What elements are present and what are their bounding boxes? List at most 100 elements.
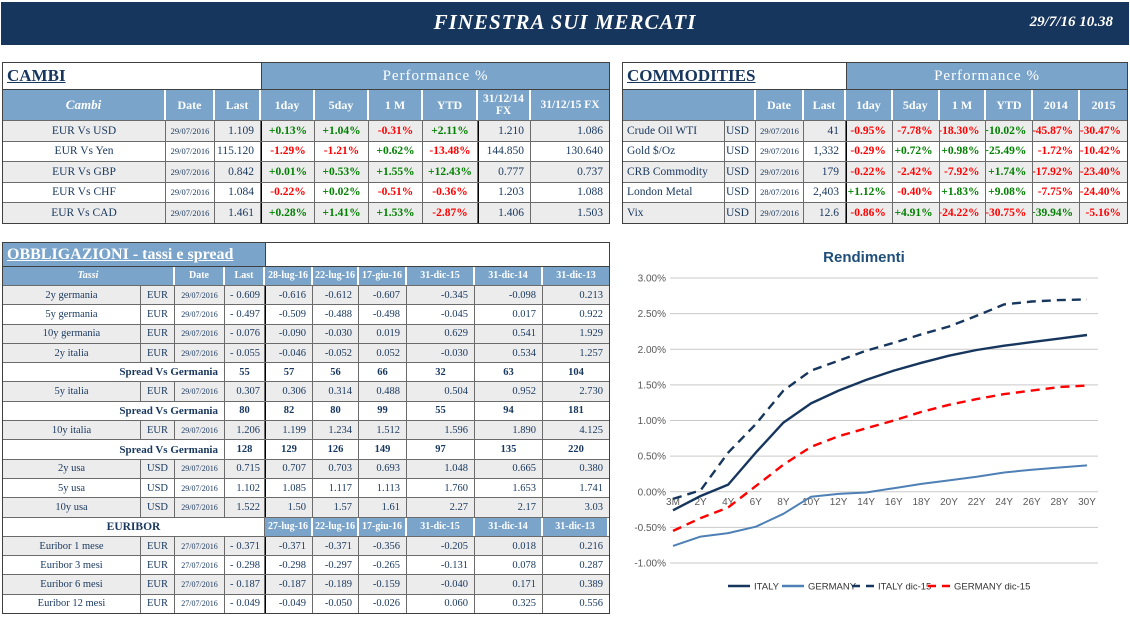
cell-history: 3.03 [584, 501, 603, 513]
column-header: 5day [892, 90, 940, 120]
cell-history: 0.665 [475, 459, 543, 478]
column-header: 31-dic-13 [543, 267, 609, 285]
cambi-title-cell: CAMBI [3, 63, 261, 89]
cell-date: 29/07/2016 [175, 459, 225, 478]
x-tick-label: 16Y [885, 497, 903, 508]
last-value: 0.715 [236, 463, 260, 475]
cell-last: -0.298 [225, 556, 265, 575]
header-banner: FINESTRA SUI MERCATI 29/7/16 10.38 [1, 2, 1129, 45]
cell-history: -0.356 [359, 536, 407, 556]
x-tick-label: 26Y [1023, 497, 1041, 508]
cell-fx14: 1.210 [478, 121, 531, 141]
cell-perf: -45.87% [1033, 121, 1081, 141]
cell-perf: +12.43% [423, 162, 478, 182]
cell-rate-name: Euribor 3 mesi [3, 556, 141, 575]
cell-history: 1.57 [313, 498, 359, 517]
cell-currency: USD [725, 141, 756, 161]
cell-last: 1.461 [215, 203, 261, 223]
cell-last: -0.609 [225, 286, 265, 305]
cell-pair-name: EUR Vs Yen [3, 141, 166, 161]
cell-history: 1.113 [359, 478, 407, 498]
cell-history: -0.298 [265, 556, 313, 575]
column-header: 31/12/15 FX [531, 90, 609, 120]
last-sign: - [230, 559, 234, 571]
table-row: 5y italia EUR 29/07/2016 0.307 0.306 0.314 0.4… [3, 381, 609, 401]
column-header: YTD [986, 90, 1034, 120]
cell-history: 0.213 [579, 289, 603, 301]
cell-history: 0.171 [475, 575, 543, 594]
last-value: 1.102 [236, 482, 260, 494]
commodities-title-cell: COMMODITIES [623, 63, 846, 89]
cell-date: 29/07/2016 [166, 141, 215, 161]
cell-history: 1.760 [407, 478, 475, 498]
x-tick-label: 28Y [1051, 497, 1069, 508]
euribor-column-header: 31-dic-13 [543, 517, 609, 536]
cell-history: -0.265 [359, 556, 407, 575]
legend-label: ITALY dic-15 [878, 582, 931, 593]
cell-currency: EUR [141, 594, 175, 614]
cell-history: 0.922 [579, 308, 603, 320]
last-sign: - [230, 347, 234, 359]
cell-currency: USD [141, 459, 175, 478]
cell-history: 0.556 [579, 598, 603, 610]
column-header: 2015 [1080, 90, 1127, 120]
cell-spread-history: 82 [265, 401, 313, 421]
cell-history: -0.052 [313, 343, 359, 363]
cell-history: -0.049 [265, 594, 313, 614]
bonds-table: OBBLIGAZIONI - tassi e spread Tassi Date L… [2, 242, 610, 615]
y-tick-label: -1.00% [634, 559, 666, 570]
cell-perf: -30.75% [986, 203, 1034, 223]
cell-last: 1.206 [225, 421, 265, 440]
cell-spread-last: 55 [225, 363, 265, 382]
cell-perf: +0.02% [315, 182, 369, 202]
cell-rate-name: Euribor 6 mesi [3, 575, 141, 594]
cell-history: 1.929 [579, 328, 603, 340]
cambi-titlebar: CAMBI Performance % [3, 63, 609, 90]
cell-spread-history: 220 [568, 444, 584, 456]
cell-perf: -18.30% [940, 121, 987, 141]
cell-history: -0.612 [313, 286, 359, 305]
cell-perf: -24.22% [940, 203, 987, 223]
cell-history: 0.707 [265, 459, 313, 478]
last-value: 1.522 [236, 501, 260, 513]
x-tick-label: 14Y [857, 497, 875, 508]
cell-history: -0.205 [407, 536, 475, 556]
cell-currency: EUR [141, 343, 175, 363]
cell-rate-name: 5y italia [3, 382, 141, 401]
cell-rate-name: Euribor 12 mesi [3, 594, 141, 614]
table-row: Spread Vs Germania 55 57 56 66 32 63 104 [3, 362, 609, 382]
cell-last: 1.102 [225, 478, 265, 498]
cell-history: 0.216 [579, 540, 603, 552]
cell-history: -0.616 [265, 286, 313, 305]
cell-perf: +1.74% [986, 162, 1034, 182]
cell-history: -0.090 [265, 324, 313, 343]
cell-last: -0.371 [225, 536, 265, 556]
cell-perf: +0.13% [261, 121, 315, 141]
table-row: 10y germania EUR 29/07/2016-0.076 -0.090 -0.… [3, 323, 609, 343]
cell-rate-name: Euribor 1 mese [3, 536, 141, 556]
cell-rate-name: 2y germania [3, 286, 141, 305]
cell-spread-history: 104 [568, 366, 584, 378]
cell-rate-name: 10y germania [3, 324, 141, 343]
cell-history: 1.234 [313, 421, 359, 440]
bonds-title-filler [265, 243, 609, 266]
cell-currency: USD [725, 162, 756, 182]
column-header: 22-lug-16 [313, 267, 359, 285]
cell-perf: -10.42% [1080, 145, 1121, 158]
cell-date: 29/07/2016 [166, 121, 215, 141]
cell-last: 115.120 [215, 141, 261, 161]
cell-history: 0.488 [359, 382, 407, 401]
cell-perf: -0.29% [846, 141, 893, 161]
cell-last: 1.084 [215, 182, 261, 202]
cell-history: 0.380 [579, 463, 603, 475]
cell-perf: +0.28% [261, 203, 315, 223]
column-header: 1 M [939, 90, 987, 120]
bonds-titlebar: OBBLIGAZIONI - tassi e spread [3, 243, 609, 267]
euribor-column-header: 31-dic-15 [407, 517, 475, 536]
euribor-label: EURIBOR [3, 517, 265, 536]
spread-label: Spread Vs Germania [3, 363, 225, 382]
cell-spread-history: 126 [313, 440, 359, 459]
euribor-column-header: 22-lug-16 [313, 517, 359, 536]
cell-date: 29/07/2016 [175, 478, 225, 498]
cell-date: 29/07/2016 [175, 324, 225, 343]
